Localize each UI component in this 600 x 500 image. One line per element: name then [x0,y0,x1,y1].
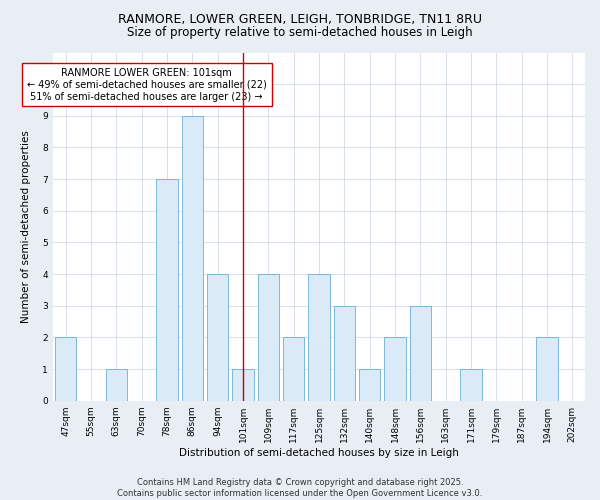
Bar [410,306,431,400]
Bar [359,369,380,400]
Text: Contains HM Land Registry data © Crown copyright and database right 2025.
Contai: Contains HM Land Registry data © Crown c… [118,478,482,498]
Bar [460,369,482,400]
X-axis label: Distribution of semi-detached houses by size in Leigh: Distribution of semi-detached houses by … [179,448,459,458]
Bar [334,306,355,400]
Bar [257,274,279,400]
Bar [232,369,254,400]
Bar [283,338,304,400]
Bar [536,338,558,400]
Bar [106,369,127,400]
Text: RANMORE, LOWER GREEN, LEIGH, TONBRIDGE, TN11 8RU: RANMORE, LOWER GREEN, LEIGH, TONBRIDGE, … [118,12,482,26]
Bar [207,274,229,400]
Bar [182,116,203,401]
Text: Size of property relative to semi-detached houses in Leigh: Size of property relative to semi-detach… [127,26,473,39]
Bar [55,338,76,400]
Text: RANMORE LOWER GREEN: 101sqm
← 49% of semi-detached houses are smaller (22)
51% o: RANMORE LOWER GREEN: 101sqm ← 49% of sem… [27,68,266,102]
Bar [384,338,406,400]
Y-axis label: Number of semi-detached properties: Number of semi-detached properties [21,130,31,323]
Bar [308,274,330,400]
Bar [156,179,178,400]
